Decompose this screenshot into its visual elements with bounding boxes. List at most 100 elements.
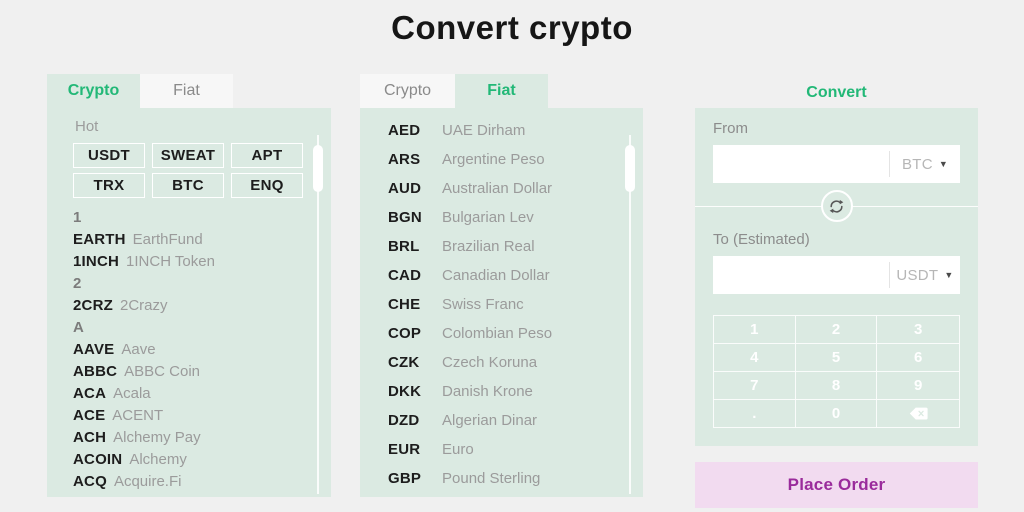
key-decimal[interactable]: .: [714, 400, 796, 427]
key-3[interactable]: 3: [877, 316, 959, 344]
coin-symbol: AAVE: [73, 341, 115, 358]
currency-name: Colombian Peso: [442, 325, 553, 342]
fiat-list-item[interactable]: AED UAE Dirham: [388, 116, 609, 145]
hot-token-apt[interactable]: APT: [231, 143, 303, 168]
coin-name: ABBC Coin: [124, 363, 201, 380]
crypto-list-item[interactable]: ACA Acala: [73, 383, 297, 405]
fiat-list-item[interactable]: DKK Danish Krone: [388, 377, 609, 406]
fiat-list-item[interactable]: AUD Australian Dollar: [388, 174, 609, 203]
place-order-button[interactable]: Place Order: [695, 462, 978, 508]
hot-token-usdt[interactable]: USDT: [73, 143, 145, 168]
coin-symbol: ACE: [73, 407, 106, 424]
from-currency-select[interactable]: BTC ▼: [889, 151, 960, 177]
key-8[interactable]: 8: [795, 372, 878, 400]
key-0[interactable]: 0: [796, 400, 878, 427]
chevron-down-icon: ▼: [944, 269, 954, 280]
fiat-list-item[interactable]: CAD Canadian Dollar: [388, 261, 609, 290]
crypto-list-item[interactable]: EARTH EarthFund: [73, 229, 297, 251]
convert-form: From BTC ▼ To (E: [695, 108, 978, 446]
crypto-list-item[interactable]: 2CRZ 2Crazy: [73, 295, 297, 317]
to-currency-label: USDT: [896, 266, 939, 284]
from-currency-label: BTC: [901, 155, 933, 173]
hot-token-trx[interactable]: TRX: [73, 173, 145, 198]
crypto-list-item[interactable]: 1INCH 1INCH Token: [73, 251, 297, 273]
coin-name: 1INCH Token: [126, 253, 215, 270]
currency-name: Brazilian Real: [442, 238, 535, 255]
fiat-list-item[interactable]: CZK Czech Koruna: [388, 348, 609, 377]
coin-symbol: ACH: [73, 429, 107, 446]
to-label: To (Estimated): [713, 231, 810, 248]
swap-icon: [829, 199, 844, 213]
key-1[interactable]: 1: [714, 316, 796, 344]
currency-name: Czech Koruna: [442, 354, 538, 371]
crypto-list-item[interactable]: ACE ACENT: [73, 405, 297, 427]
coin-symbol: ACA: [73, 385, 107, 402]
fiat-list-item[interactable]: BGN Bulgarian Lev: [388, 203, 609, 232]
hot-section-label: Hot: [75, 118, 99, 135]
fiat-list-item[interactable]: EUR Euro: [388, 435, 609, 464]
key-4[interactable]: 4: [714, 344, 796, 372]
key-2[interactable]: 2: [795, 316, 878, 344]
scrollbar-track: [317, 135, 319, 494]
tab-fiat[interactable]: Fiat: [140, 74, 233, 108]
coin-symbol: 1INCH: [73, 253, 120, 270]
fiat-list-item[interactable]: GBP Pound Sterling: [388, 464, 609, 493]
crypto-list-item[interactable]: AAVE Aave: [73, 339, 297, 361]
scrollbar-thumb[interactable]: [625, 145, 635, 192]
backspace-icon: [909, 407, 928, 420]
fiat-list-item[interactable]: COP Colombian Peso: [388, 319, 609, 348]
key-9[interactable]: 9: [877, 372, 959, 400]
backspace-key[interactable]: [877, 400, 959, 427]
currency-name: Danish Krone: [442, 383, 533, 400]
crypto-panel-body: Hot USDT SWEAT APT TRX BTC ENQ 1 EARTH EarthFun…: [47, 108, 331, 497]
fiat-list-item[interactable]: CHE Swiss Franc: [388, 290, 609, 319]
currency-code: AED: [388, 122, 421, 139]
fiat-select-panel: Crypto Fiat AED UAE Dirham ARS Argentine Pe…: [360, 74, 643, 497]
fiat-list-item[interactable]: ARS Argentine Peso: [388, 145, 609, 174]
coin-name: Acala: [113, 385, 151, 402]
tab-fiat[interactable]: Fiat: [455, 74, 548, 108]
currency-code: AUD: [388, 180, 422, 197]
coin-name: 2Crazy: [119, 297, 168, 314]
swap-button[interactable]: [820, 190, 853, 222]
crypto-list-item[interactable]: ACOIN Alchemy: [73, 449, 297, 471]
to-amount-input[interactable]: [713, 256, 889, 294]
key-7[interactable]: 7: [714, 372, 796, 400]
coin-symbol: ABBC: [73, 363, 118, 380]
key-5[interactable]: 5: [795, 344, 878, 372]
hot-token-sweat[interactable]: SWEAT: [152, 143, 224, 168]
crypto-select-panel: Crypto Fiat Hot USDT SWEAT APT TRX BTC ENQ 1 E…: [47, 74, 331, 497]
crypto-list: 1 EARTH EarthFund 1INCH 1INCH Token 2 2CRZ 2Cra…: [73, 207, 297, 493]
scrollbar-thumb[interactable]: [313, 145, 323, 192]
coin-symbol: EARTH: [73, 231, 126, 248]
to-currency-select[interactable]: USDT ▼: [889, 262, 960, 288]
coin-name: Acquire.Fi: [113, 473, 182, 490]
currency-code: EUR: [388, 441, 421, 458]
tab-crypto[interactable]: Crypto: [47, 74, 140, 108]
currency-name: Canadian Dollar: [442, 267, 550, 284]
coin-symbol: ACQ: [73, 473, 107, 490]
chevron-down-icon: ▼: [938, 158, 949, 169]
currency-name: Argentine Peso: [442, 151, 545, 168]
hot-token-enq[interactable]: ENQ: [231, 173, 303, 198]
coin-symbol: 2CRZ: [73, 297, 113, 314]
scrollbar-track: [629, 135, 631, 494]
currency-name: Swiss Franc: [442, 296, 524, 313]
fiat-list-item[interactable]: DZD Algerian Dinar: [388, 406, 609, 435]
swap-row: [695, 183, 978, 229]
currency-name: Algerian Dinar: [442, 412, 538, 429]
coin-name: Alchemy: [129, 451, 187, 468]
currency-code: CHE: [388, 296, 421, 313]
currency-name: Australian Dollar: [442, 180, 553, 197]
tab-crypto[interactable]: Crypto: [360, 74, 455, 108]
hot-token-btc[interactable]: BTC: [152, 173, 224, 198]
fiat-list-item[interactable]: BRL Brazilian Real: [388, 232, 609, 261]
crypto-list-item[interactable]: ACH Alchemy Pay: [73, 427, 297, 449]
crypto-list-item[interactable]: ACQ Acquire.Fi: [73, 471, 297, 493]
from-amount-input[interactable]: [713, 145, 889, 183]
currency-code: BGN: [388, 209, 422, 226]
key-6[interactable]: 6: [877, 344, 959, 372]
currency-name: Bulgarian Lev: [442, 209, 534, 226]
crypto-list-item[interactable]: ABBC ABBC Coin: [73, 361, 297, 383]
